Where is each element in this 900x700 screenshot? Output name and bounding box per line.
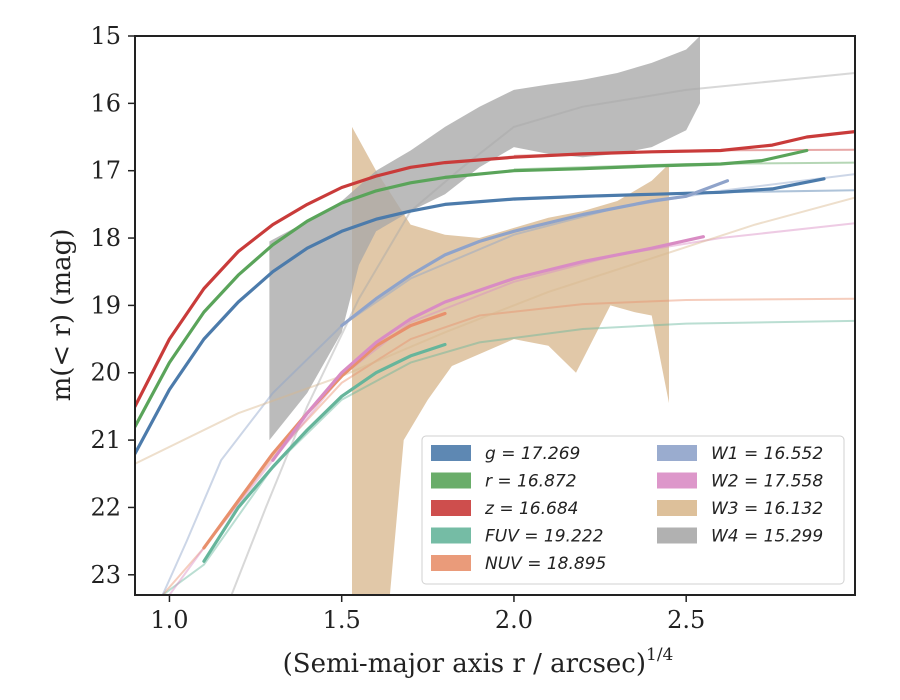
- plot-frame: [134, 35, 856, 596]
- legend-item-nuv: NUV = 18.895: [431, 554, 606, 574]
- legend-item-w2: W2 = 17.558: [657, 472, 823, 492]
- legend-label: FUV = 19.222: [485, 527, 603, 547]
- series-g-line: [135, 177, 826, 456]
- series-fuv-extrapolation: [162, 319, 855, 595]
- series-w1-line: [340, 179, 730, 328]
- legend-item-w3: W3 = 16.132: [657, 499, 823, 519]
- legend-swatch: [657, 500, 697, 516]
- x-tick-label: 1.0: [150, 606, 188, 634]
- y-tick-label: 15: [90, 22, 121, 50]
- y-tick-label: 23: [90, 561, 121, 589]
- y-tick-label: 21: [90, 426, 121, 454]
- legend-swatch: [431, 555, 471, 571]
- legend-box: [421, 435, 845, 585]
- legend-swatch: [431, 445, 471, 461]
- legend-swatch: [431, 500, 471, 516]
- x-axis-label: (Semi-major axis r / arcsec)1/4: [283, 645, 674, 679]
- series-w3-band: [352, 126, 669, 595]
- legend-swatch: [657, 472, 697, 489]
- y-tick-label: 16: [90, 89, 121, 117]
- legend: g = 17.269 r = 16.872 z = 16.684 FUV = 19.2…: [421, 435, 845, 585]
- legend-swatch: [657, 527, 697, 544]
- legend-swatch: [657, 445, 697, 461]
- legend-item-z: z = 16.684: [431, 499, 578, 519]
- legend-label: W3 = 16.132: [711, 499, 823, 519]
- y-tick-label: 22: [90, 493, 121, 521]
- series-w3-extrapolation: [135, 196, 855, 465]
- series-w4-band: [269, 36, 700, 441]
- y-axis-label: m(< r) (mag): [47, 229, 77, 402]
- legend-label: z = 16.684: [484, 499, 578, 519]
- legend-item-w4: W4 = 15.299: [657, 527, 823, 547]
- series-w4-extrapolation: [230, 72, 855, 595]
- y-tick-label: 20: [90, 359, 121, 387]
- y-tick-label: 18: [90, 224, 121, 252]
- legend-label: g = 17.269: [485, 444, 580, 464]
- legend-label: W4 = 15.299: [711, 527, 823, 547]
- x-tick-label: 2.0: [495, 606, 533, 634]
- legend-swatch: [431, 472, 471, 489]
- legend-item-fuv: FUV = 19.222: [431, 527, 603, 547]
- y-tick-label: 17: [90, 157, 121, 185]
- legend-label: W1 = 16.552: [711, 444, 823, 464]
- legend-item-w1: W1 = 16.552: [657, 444, 823, 464]
- series-fuv-line: [202, 342, 447, 563]
- series-w2-line: [271, 235, 705, 462]
- legend-label: r = 16.872: [485, 472, 577, 492]
- x-tick-label: 1.5: [323, 606, 361, 634]
- legend-label: W2 = 17.558: [711, 472, 823, 492]
- plot-area: [135, 36, 855, 595]
- legend-item-g: g = 17.269: [431, 444, 580, 464]
- legend-item-r: r = 16.872: [431, 472, 577, 492]
- series-r-line: [135, 148, 809, 429]
- series-z-line: [135, 130, 855, 408]
- y-tick-label: 19: [90, 291, 121, 319]
- x-tick-label: 2.5: [667, 606, 705, 634]
- axis-ticks: 1.0 1.5 2.0 2.5 15 16 17 18 19 20 21 22 23: [90, 22, 705, 634]
- legend-label: NUV = 18.895: [485, 554, 606, 574]
- legend-swatch: [431, 527, 471, 544]
